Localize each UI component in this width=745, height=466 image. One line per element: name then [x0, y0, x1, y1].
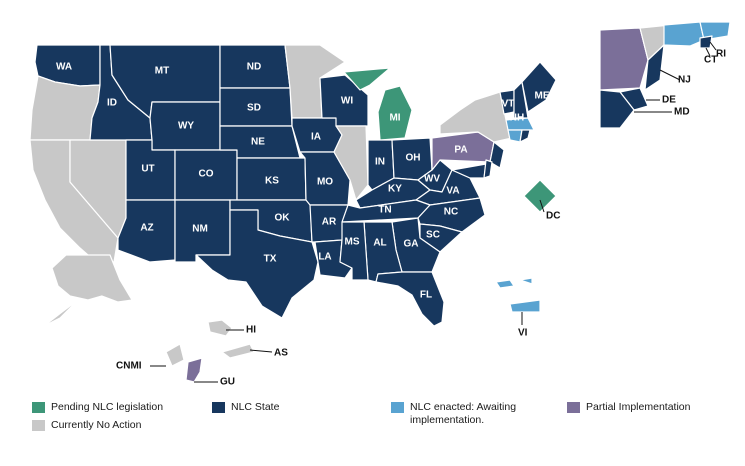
- label-la: LA: [318, 252, 331, 263]
- state-dc[interactable]: [523, 179, 557, 213]
- inset-state-ma[interactable]: [699, 21, 731, 41]
- label-ky: KY: [388, 184, 402, 195]
- callout-cnmi: CNMI: [116, 361, 142, 372]
- callout-de: DE: [662, 95, 676, 106]
- label-tx: TX: [264, 254, 277, 265]
- label-wa: WA: [56, 62, 72, 73]
- state-fl[interactable]: [375, 271, 445, 327]
- state-as[interactable]: [221, 343, 255, 359]
- label-nh: NH: [510, 113, 524, 124]
- state-cnmi[interactable]: [165, 343, 185, 367]
- state-nj[interactable]: [489, 141, 505, 169]
- label-tn: TN: [378, 205, 391, 216]
- label-va: VA: [446, 186, 459, 197]
- label-co: CO: [199, 169, 214, 180]
- label-fl: FL: [420, 290, 432, 301]
- label-mo: MO: [317, 177, 333, 188]
- label-nc: NC: [444, 207, 458, 218]
- label-wv: WV: [424, 174, 440, 185]
- state-ms[interactable]: [339, 221, 369, 281]
- label-oh: OH: [406, 153, 421, 164]
- callout-as: AS: [274, 348, 288, 359]
- label-sd: SD: [247, 103, 261, 114]
- state-ri[interactable]: [519, 129, 531, 143]
- label-pa: PA: [454, 145, 467, 156]
- callout-md: MD: [674, 107, 690, 118]
- state-ma[interactable]: [505, 117, 535, 131]
- state-il[interactable]: [333, 125, 369, 201]
- label-vt: VT: [502, 99, 515, 110]
- callout-ct: CT: [704, 55, 717, 66]
- label-al: AL: [373, 238, 386, 249]
- label-ar: AR: [322, 217, 337, 228]
- label-ne: NE: [251, 137, 265, 148]
- label-az: AZ: [140, 223, 153, 234]
- callout-vi: VI: [518, 328, 528, 339]
- label-ks: KS: [265, 176, 279, 187]
- label-ut: UT: [141, 164, 154, 175]
- state-vi[interactable]: [495, 277, 541, 313]
- state-mi[interactable]: [343, 67, 413, 141]
- label-ok: OK: [275, 213, 291, 224]
- callout-gu: GU: [220, 377, 235, 388]
- label-ga: GA: [404, 239, 419, 250]
- label-mi: MI: [389, 113, 400, 124]
- label-me: ME: [535, 91, 550, 102]
- inset-state-nj[interactable]: [644, 44, 665, 91]
- inset-state-pa[interactable]: [599, 27, 649, 91]
- label-ia: IA: [311, 132, 321, 143]
- callout-hi: HI: [246, 325, 256, 336]
- callout-leaders: [150, 41, 717, 383]
- state-me[interactable]: [521, 61, 557, 113]
- label-id: ID: [107, 98, 117, 109]
- inset-state-md[interactable]: [599, 89, 635, 129]
- state-tx[interactable]: [195, 209, 319, 319]
- state-de[interactable]: [483, 159, 493, 179]
- inset-state-ct[interactable]: [663, 21, 705, 47]
- callout-dc: DC: [546, 211, 560, 222]
- state-ak[interactable]: [43, 254, 133, 327]
- label-mt: MT: [155, 66, 169, 77]
- label-in: IN: [375, 157, 385, 168]
- label-wy: WY: [178, 121, 194, 132]
- state-labels: WA ID MT ND SD WY NE UT CO KS AZ NM OK T…: [56, 62, 550, 301]
- callout-nj: NJ: [678, 75, 691, 86]
- callout-ri: RI: [716, 49, 726, 60]
- state-gu[interactable]: [185, 357, 203, 383]
- callout-labels: RI CT NJ DE MD DC VI HI AS CNMI GU: [116, 49, 726, 388]
- state-or[interactable]: [29, 75, 101, 141]
- state-hi[interactable]: [207, 319, 233, 337]
- inset-state-ri[interactable]: [699, 35, 713, 49]
- label-nm: NM: [192, 224, 208, 235]
- label-wi: WI: [341, 96, 353, 107]
- label-nd: ND: [247, 62, 261, 73]
- label-sc: SC: [426, 230, 440, 241]
- label-ms: MS: [345, 237, 360, 248]
- northeast-inset: [598, 21, 731, 130]
